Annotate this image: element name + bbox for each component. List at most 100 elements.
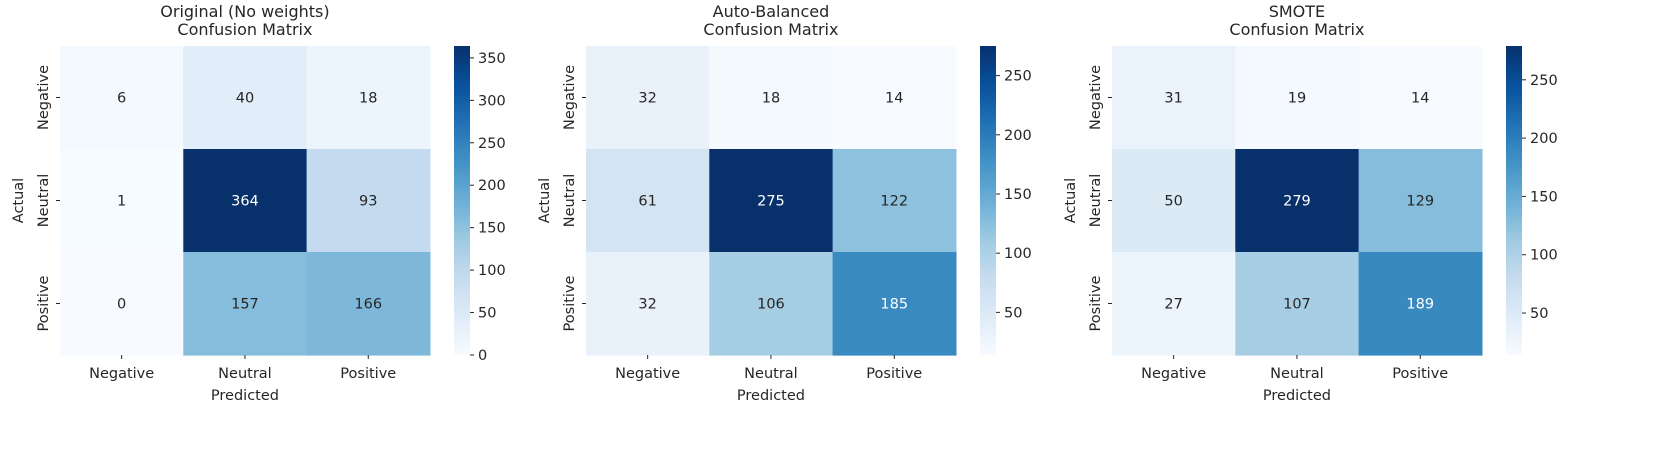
heatmap-cell — [832, 149, 957, 253]
x-tick-label: Negative — [89, 366, 154, 382]
x-tick-label: Neutral — [744, 366, 798, 382]
chart-title: Original (No weights) — [160, 2, 329, 21]
colorbar-tick-label: 50 — [478, 306, 496, 322]
heatmap-cell — [1112, 149, 1236, 253]
cell-value-label: 364 — [231, 194, 259, 210]
x-axis-label: Predicted — [1263, 388, 1331, 404]
colorbar-tick-label: 200 — [1004, 128, 1032, 144]
colorbar — [980, 46, 996, 355]
heatmap-cell — [1235, 46, 1360, 150]
heatmap-cell — [306, 149, 431, 253]
cell-value-label: 14 — [885, 91, 903, 107]
y-tick-label: Negative — [1088, 65, 1104, 130]
colorbar-tick-label: 250 — [1530, 73, 1558, 89]
heatmap-cell — [306, 252, 431, 356]
y-tick-label: Positive — [562, 275, 578, 331]
x-axis-label: Predicted — [737, 388, 805, 404]
colorbar-tick-label: 100 — [478, 263, 506, 279]
cell-value-label: 27 — [1164, 297, 1182, 313]
colorbar-tick-label: 100 — [1004, 246, 1032, 262]
heatmap-cell — [1358, 149, 1483, 253]
x-tick-label: Positive — [340, 366, 396, 382]
cell-value-label: 19 — [1288, 91, 1306, 107]
y-tick-label: Neutral — [562, 174, 578, 228]
heatmap-cell — [1112, 46, 1236, 150]
heatmap-cell — [60, 149, 184, 253]
colorbar-tick-label: 200 — [1530, 131, 1558, 147]
y-tick-label: Positive — [36, 275, 52, 331]
heatmap-cell — [306, 46, 431, 150]
chart-subtitle: Confusion Matrix — [703, 20, 838, 39]
cell-value-label: 93 — [359, 194, 377, 210]
heatmap-cell — [183, 46, 308, 150]
colorbar-tick-label: 150 — [478, 221, 506, 237]
heatmap-cell — [586, 149, 710, 253]
cell-value-label: 157 — [231, 297, 259, 313]
chart-subtitle: Confusion Matrix — [1229, 20, 1364, 39]
x-tick-label: Negative — [1141, 366, 1206, 382]
heatmap-cell — [586, 46, 710, 150]
cell-value-label: 18 — [762, 91, 780, 107]
colorbar — [454, 46, 470, 355]
heatmap-cell — [709, 252, 834, 356]
cell-value-label: 50 — [1164, 194, 1182, 210]
heatmap-cell — [183, 252, 308, 356]
cell-value-label: 1 — [117, 194, 126, 210]
cell-value-label: 6 — [117, 91, 126, 107]
heatmap-cell — [1358, 46, 1483, 150]
y-tick-label: Negative — [562, 65, 578, 130]
x-tick-label: Neutral — [218, 366, 272, 382]
heatmap-cell — [832, 252, 957, 356]
cell-value-label: 279 — [1283, 194, 1311, 210]
colorbar-tick-label: 300 — [478, 93, 506, 109]
heatmap-cell — [60, 46, 184, 150]
colorbar-tick-label: 50 — [1530, 306, 1548, 322]
x-tick-label: Positive — [866, 366, 922, 382]
heatmap-cell — [709, 46, 834, 150]
cell-value-label: 14 — [1411, 91, 1429, 107]
cell-value-label: 166 — [354, 297, 382, 313]
heatmap-cell — [1235, 252, 1360, 356]
y-axis-label: Actual — [537, 178, 553, 223]
cell-value-label: 32 — [638, 297, 656, 313]
colorbar-tick-label: 200 — [478, 178, 506, 194]
heatmap-panel-1: Original (No weights)Confusion Matrix 6 40… — [11, 2, 506, 404]
chart-title: Auto-Balanced — [713, 2, 830, 21]
colorbar — [1506, 46, 1522, 355]
y-axis-label: Actual — [1063, 178, 1079, 223]
cell-value-label: 32 — [638, 91, 656, 107]
cell-value-label: 185 — [880, 297, 908, 313]
y-tick-label: Neutral — [1088, 174, 1104, 228]
y-tick-label: Neutral — [36, 174, 52, 228]
y-tick-label: Positive — [1088, 275, 1104, 331]
cell-value-label: 106 — [757, 297, 785, 313]
chart-subtitle: Confusion Matrix — [177, 20, 312, 39]
heatmap-cell — [832, 46, 957, 150]
y-tick-label: Negative — [36, 65, 52, 130]
cell-value-label: 275 — [757, 194, 785, 210]
colorbar-tick-label: 350 — [478, 51, 506, 67]
colorbar-tick-label: 250 — [478, 136, 506, 152]
heatmap-cell — [1112, 252, 1236, 356]
heatmap-cell — [1235, 149, 1360, 253]
cell-value-label: 31 — [1164, 91, 1182, 107]
heatmap-cell — [709, 149, 834, 253]
heatmap-cell — [586, 252, 710, 356]
x-tick-label: Neutral — [1270, 366, 1324, 382]
cell-value-label: 61 — [638, 194, 656, 210]
y-axis-label: Actual — [11, 178, 27, 223]
cell-value-label: 122 — [880, 194, 908, 210]
x-axis-label: Predicted — [211, 388, 279, 404]
chart-title: SMOTE — [1269, 2, 1325, 21]
cell-value-label: 129 — [1406, 194, 1434, 210]
heatmap-cell — [183, 149, 308, 253]
cell-value-label: 0 — [117, 297, 126, 313]
colorbar-tick-label: 150 — [1004, 187, 1032, 203]
colorbar-tick-label: 150 — [1530, 189, 1558, 205]
heatmap-cell — [60, 252, 184, 356]
colorbar-tick-label: 250 — [1004, 69, 1032, 85]
colorbar-tick-label: 100 — [1530, 248, 1558, 264]
